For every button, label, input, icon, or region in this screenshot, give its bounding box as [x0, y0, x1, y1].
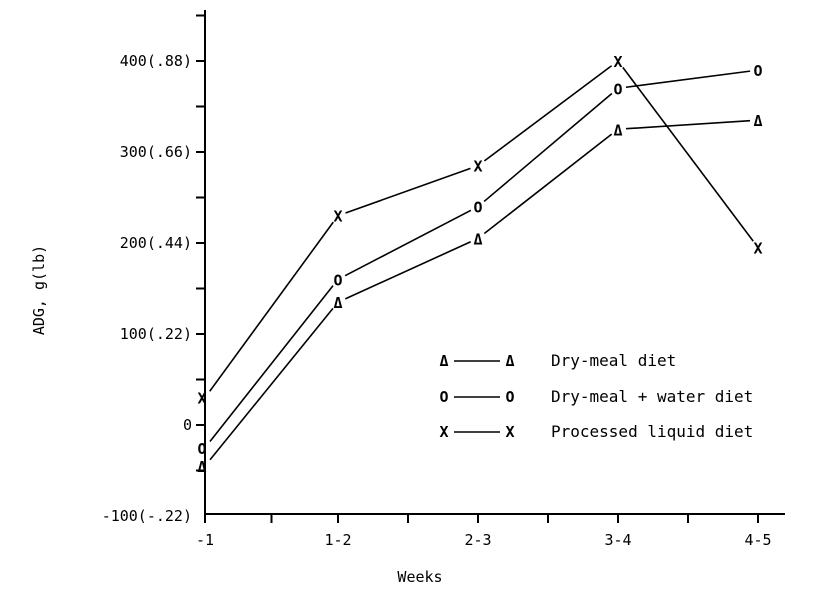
series-line-segment — [209, 307, 334, 461]
y-tick-label: 200(.44) — [120, 234, 192, 252]
data-point-marker: O — [333, 271, 342, 289]
x-tick-label: 1-2 — [324, 531, 351, 549]
data-point-marker: Δ — [473, 230, 482, 248]
data-point-marker: X — [473, 158, 482, 176]
chart-axes: 400(.88) 300(.66) 200(.44) 100(.22) 0 -100(-.… — [102, 10, 785, 549]
series-group: X X X X X — [197, 53, 762, 408]
legend-label: Dry-meal + water diet — [551, 387, 753, 406]
series-line-segment — [344, 241, 472, 300]
data-point-marker: X — [333, 208, 342, 226]
data-point-marker: Δ — [197, 458, 206, 476]
x-axis-title: Weeks — [397, 568, 442, 586]
data-point-marker: X — [613, 53, 622, 71]
data-point-marker: Δ — [753, 112, 762, 130]
series-line-segment — [483, 133, 613, 235]
y-tick-label: 100(.22) — [120, 325, 192, 343]
data-point-marker: Δ — [333, 294, 342, 312]
series-group: O O O O O — [197, 62, 762, 458]
y-axis-title: ADG, g(lb) — [30, 245, 48, 335]
y-tick-label: 400(.88) — [120, 52, 192, 70]
legend-item: X X Processed liquid diet — [439, 422, 753, 441]
series-line-segment — [625, 70, 751, 89]
data-point-marker: O — [613, 80, 622, 98]
legend-item: Δ Δ Dry-meal diet — [439, 351, 676, 370]
series-line-segment — [344, 209, 472, 277]
legend-marker: O — [439, 388, 448, 406]
data-point-marker: O — [473, 199, 482, 217]
series-line-segment — [483, 92, 613, 203]
series-line-segment — [209, 285, 334, 442]
series-line-segment — [483, 65, 613, 162]
x-tick-label: -1 — [196, 531, 214, 549]
y-tick-label: 0 — [183, 416, 192, 434]
data-point-marker: O — [753, 62, 762, 80]
series-line-segment — [345, 167, 471, 214]
data-point-marker: O — [197, 440, 206, 458]
legend-marker: X — [439, 423, 448, 441]
legend-marker: O — [505, 388, 514, 406]
y-tick-label: 300(.66) — [120, 143, 192, 161]
series-line-segment — [622, 66, 754, 242]
legend-marker: Δ — [439, 352, 448, 370]
legend-label: Dry-meal diet — [551, 351, 676, 370]
legend-label: Processed liquid diet — [551, 422, 753, 441]
x-tick-label: 2-3 — [464, 531, 491, 549]
x-tick-label: 4-5 — [744, 531, 771, 549]
y-tick-label: -100(-.22) — [102, 507, 192, 525]
legend-marker: X — [505, 423, 514, 441]
data-point-marker: Δ — [613, 121, 622, 139]
data-point-marker: X — [197, 390, 206, 408]
x-tick-label: 3-4 — [604, 531, 631, 549]
series-line-segment — [209, 221, 334, 392]
series-group: Δ Δ Δ Δ Δ — [197, 112, 762, 476]
data-point-marker: X — [753, 240, 762, 258]
series-line-segment — [625, 119, 751, 130]
legend-marker: Δ — [505, 352, 514, 370]
legend-item: O O Dry-meal + water diet — [439, 387, 753, 406]
